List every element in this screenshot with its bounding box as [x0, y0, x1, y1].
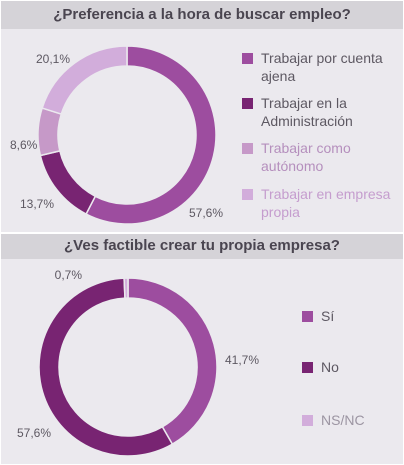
- donut-slice-trabajar-como-autonomo: [37, 107, 63, 157]
- chart-panel-job-preference: ¿Preferencia a la hora de buscar empleo?…: [1, 1, 403, 232]
- legend-swatch: [242, 189, 253, 200]
- donut-chart-job-preference: 57,6% 13,7% 8,6% 20,1%: [10, 45, 223, 225]
- legend-swatch: [242, 98, 253, 109]
- chart-title-bar: ¿Ves factible crear tu propia empresa?: [1, 234, 403, 259]
- donut-chart-entrepreneurship: 41,7% 57,6% 0,7%: [17, 268, 259, 457]
- slice-value-label-si: 41,7%: [225, 353, 259, 367]
- legend-label: NS/NC: [321, 412, 365, 428]
- donut-slice-si: [127, 277, 218, 446]
- legend-label: Trabajar en empresa propia: [261, 186, 391, 220]
- legend-swatch: [302, 311, 313, 322]
- legend-item-trabajar-en-empresa-propia: Trabajar en empresa propia: [242, 185, 398, 221]
- legend-item-ns-nc: NS/NC: [302, 411, 392, 429]
- legend-item-si: Sí: [302, 307, 392, 325]
- slice-value-label-ns-nc: 0,7%: [55, 268, 83, 282]
- legend-label: Sí: [321, 308, 335, 324]
- legend-item-no: No: [302, 358, 392, 376]
- chart-panel-entrepreneurship: ¿Ves factible crear tu propia empresa? 4…: [1, 234, 403, 464]
- legend-label: Trabajar en la Administración: [261, 95, 353, 129]
- legend-swatch: [242, 143, 253, 154]
- chart-title-bar: ¿Preferencia a la hora de buscar empleo?: [1, 1, 403, 29]
- slice-value-label-trabajar-en-la-administracion: 13,7%: [20, 197, 54, 211]
- legend-swatch: [242, 53, 253, 64]
- chart-title: ¿Ves factible crear tu propia empresa?: [64, 237, 340, 254]
- legend-swatch: [302, 362, 313, 373]
- donut-slice-no: [38, 277, 174, 457]
- legend-label: No: [321, 359, 339, 375]
- legend-item-trabajar-como-autonomo: Trabajar como autónomo: [242, 139, 398, 175]
- legend-swatch: [302, 415, 313, 426]
- legend-item-trabajar-por-cuenta-ajena: Trabajar por cuenta ajena: [242, 49, 398, 85]
- donut-slice-trabajar-en-empresa-propia: [41, 45, 128, 116]
- legend-label: Trabajar por cuenta ajena: [261, 50, 383, 84]
- slice-value-label-no: 57,6%: [17, 426, 51, 440]
- slice-value-label-trabajar-como-autonomo: 8,6%: [10, 138, 38, 152]
- legend-label: Trabajar como autónomo: [261, 140, 351, 174]
- legend-item-trabajar-en-la-administracion: Trabajar en la Administración: [242, 94, 398, 130]
- donut-slice-trabajar-por-cuenta-ajena: [85, 45, 217, 225]
- slice-value-label-trabajar-en-empresa-propia: 20,1%: [36, 52, 70, 66]
- donut-slice-ns-nc: [123, 277, 129, 299]
- chart-title: ¿Preferencia a la hora de buscar empleo?: [53, 6, 351, 23]
- slice-value-label-trabajar-por-cuenta-ajena: 57,6%: [189, 206, 223, 220]
